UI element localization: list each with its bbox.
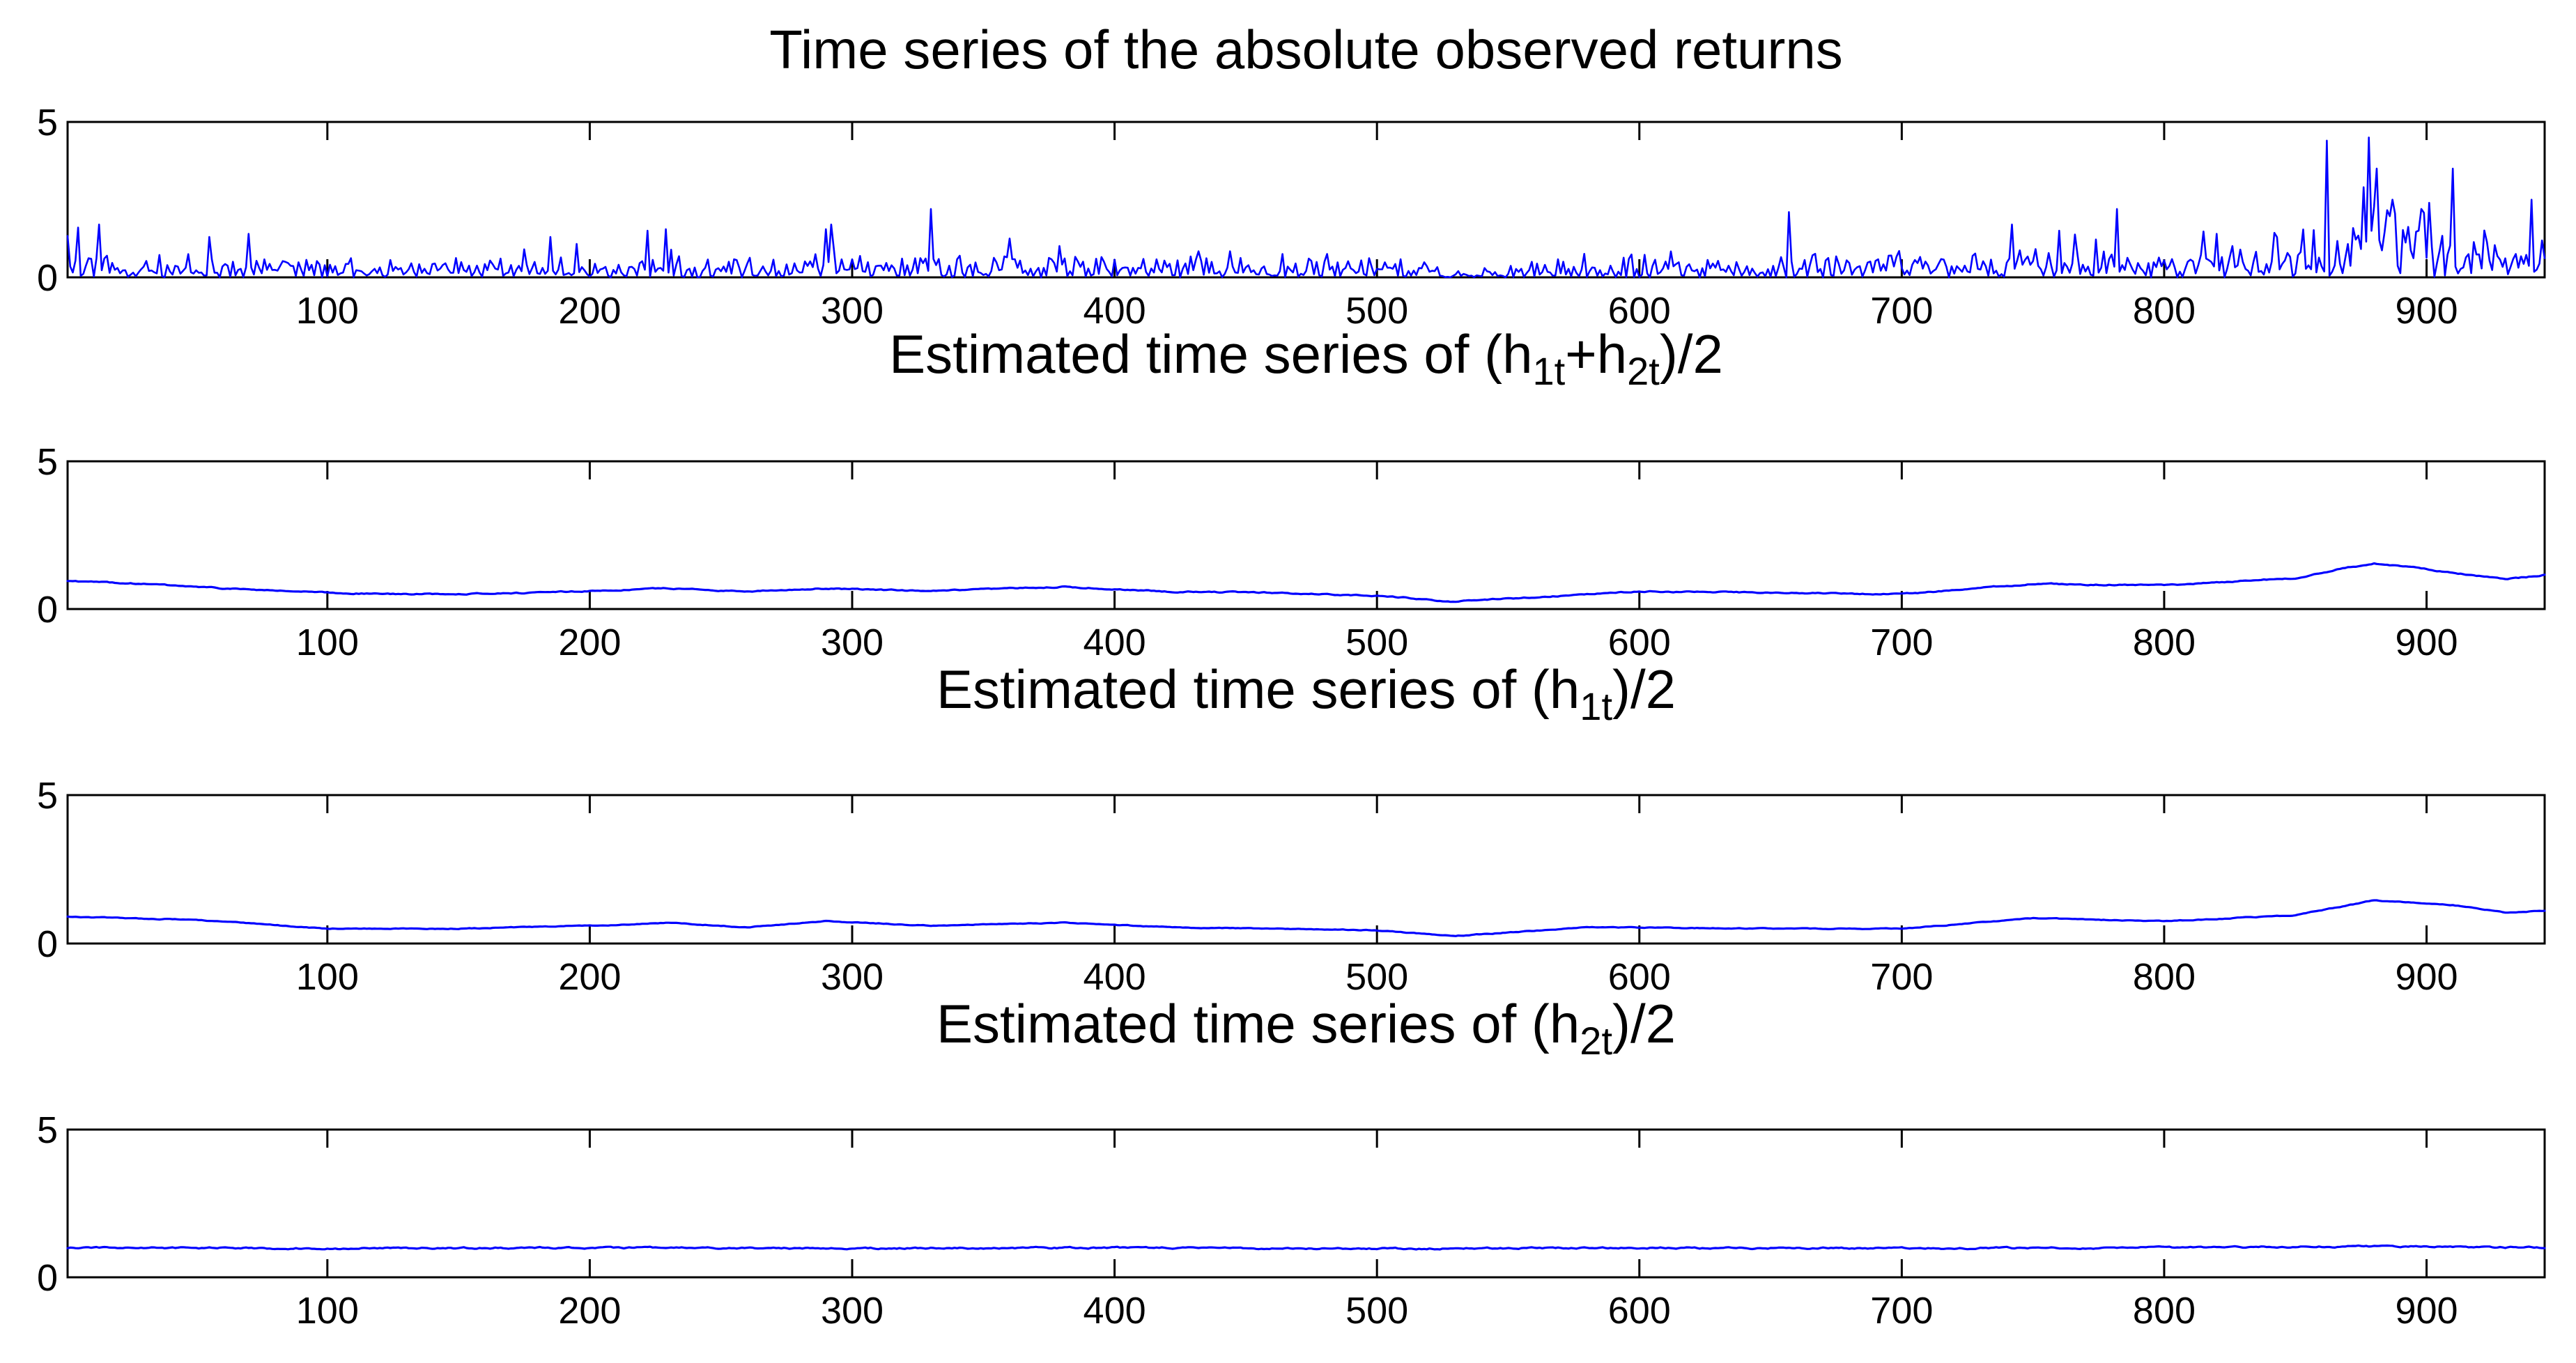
series-line: [66, 899, 2546, 937]
axes-frame: [66, 794, 2546, 945]
x-tick-label: 900: [2395, 622, 2458, 663]
subplot-4: Estimated time series of (h2t)/2 100 200 30…: [37, 993, 2546, 1332]
x-tick-label: 500: [1345, 1290, 1408, 1332]
x-tick-label: 300: [821, 622, 884, 663]
title-text: )/2: [1660, 323, 1723, 385]
title-text: )/2: [1612, 659, 1676, 720]
x-tick-label: 600: [1608, 290, 1671, 332]
title-text: Estimated time series of (h: [936, 659, 1580, 720]
x-tick-label: 200: [558, 1290, 621, 1332]
title-text: )/2: [1612, 993, 1676, 1054]
y-tick-label: 5: [37, 775, 58, 817]
x-tick-label: 500: [1345, 290, 1408, 332]
x-tick-label: 200: [558, 956, 621, 998]
x-tick-label: 900: [2395, 1290, 2458, 1332]
title-text: +h: [1565, 323, 1627, 385]
x-tick-label: 900: [2395, 956, 2458, 998]
x-tick-label: 300: [821, 290, 884, 332]
plot-title: Time series of the absolute observed ret…: [769, 19, 1843, 80]
x-tick-label: 200: [558, 622, 621, 663]
x-tick-label: 200: [558, 290, 621, 332]
title-text: Estimated time series of (h: [936, 993, 1580, 1054]
subplot-2: Estimated time series of (h1t+h2t)/2 100 2…: [37, 323, 2546, 663]
x-tick-label: 700: [1870, 956, 1933, 998]
x-tick-label: 600: [1608, 956, 1671, 998]
x-tick-label: 100: [296, 622, 359, 663]
x-tick-label: 300: [821, 956, 884, 998]
x-tick-label: 600: [1608, 1290, 1671, 1332]
title-subscript: 1t: [1532, 349, 1565, 393]
x-tick-label: 700: [1870, 622, 1933, 663]
x-tick-label: 700: [1870, 290, 1933, 332]
x-tick-label: 800: [2133, 290, 2196, 332]
x-tick-label: 700: [1870, 1290, 1933, 1332]
x-tick-label: 400: [1083, 622, 1146, 663]
x-tick-label: 400: [1083, 1290, 1146, 1332]
x-tick-label: 800: [2133, 1290, 2196, 1332]
x-tick-label: 500: [1345, 622, 1408, 663]
subplot-1: Time series of the absolute observed ret…: [37, 19, 2546, 332]
x-tick-label: 100: [296, 290, 359, 332]
series-line: [66, 562, 2546, 603]
axes-frame: [66, 460, 2546, 610]
x-tick-label: 300: [821, 1290, 884, 1332]
x-tick-label: 100: [296, 956, 359, 998]
subplot-3: Estimated time series of (h1t)/2 100 200 30…: [37, 659, 2546, 998]
x-tick-label: 100: [296, 1290, 359, 1332]
title-subscript: 2t: [1580, 1019, 1612, 1063]
y-tick-label: 0: [37, 589, 58, 631]
x-tick-label: 500: [1345, 956, 1408, 998]
title-subscript: 1t: [1580, 684, 1612, 728]
x-tick-label: 400: [1083, 956, 1146, 998]
y-tick-label: 5: [37, 1109, 58, 1151]
series-line: [66, 137, 2546, 279]
plot-title: Estimated time series of (h2t)/2: [936, 993, 1676, 1063]
y-tick-label: 5: [37, 441, 58, 483]
title-subscript: 2t: [1627, 349, 1660, 393]
series-line: [66, 1244, 2546, 1251]
y-tick-label: 0: [37, 1257, 58, 1299]
x-tick-label: 800: [2133, 622, 2196, 663]
title-text: Estimated time series of (h: [889, 323, 1532, 385]
x-tick-label: 400: [1083, 290, 1146, 332]
x-tick-label: 600: [1608, 622, 1671, 663]
axes-frame: [66, 1128, 2546, 1279]
y-tick-label: 5: [37, 102, 58, 144]
axes-frame: [66, 121, 2546, 279]
x-tick-label: 900: [2395, 290, 2458, 332]
plot-title: Estimated time series of (h1t+h2t)/2: [889, 323, 1723, 393]
plot-title: Estimated time series of (h1t)/2: [936, 659, 1676, 728]
y-tick-label: 0: [37, 257, 58, 299]
y-tick-label: 0: [37, 923, 58, 965]
x-tick-label: 800: [2133, 956, 2196, 998]
